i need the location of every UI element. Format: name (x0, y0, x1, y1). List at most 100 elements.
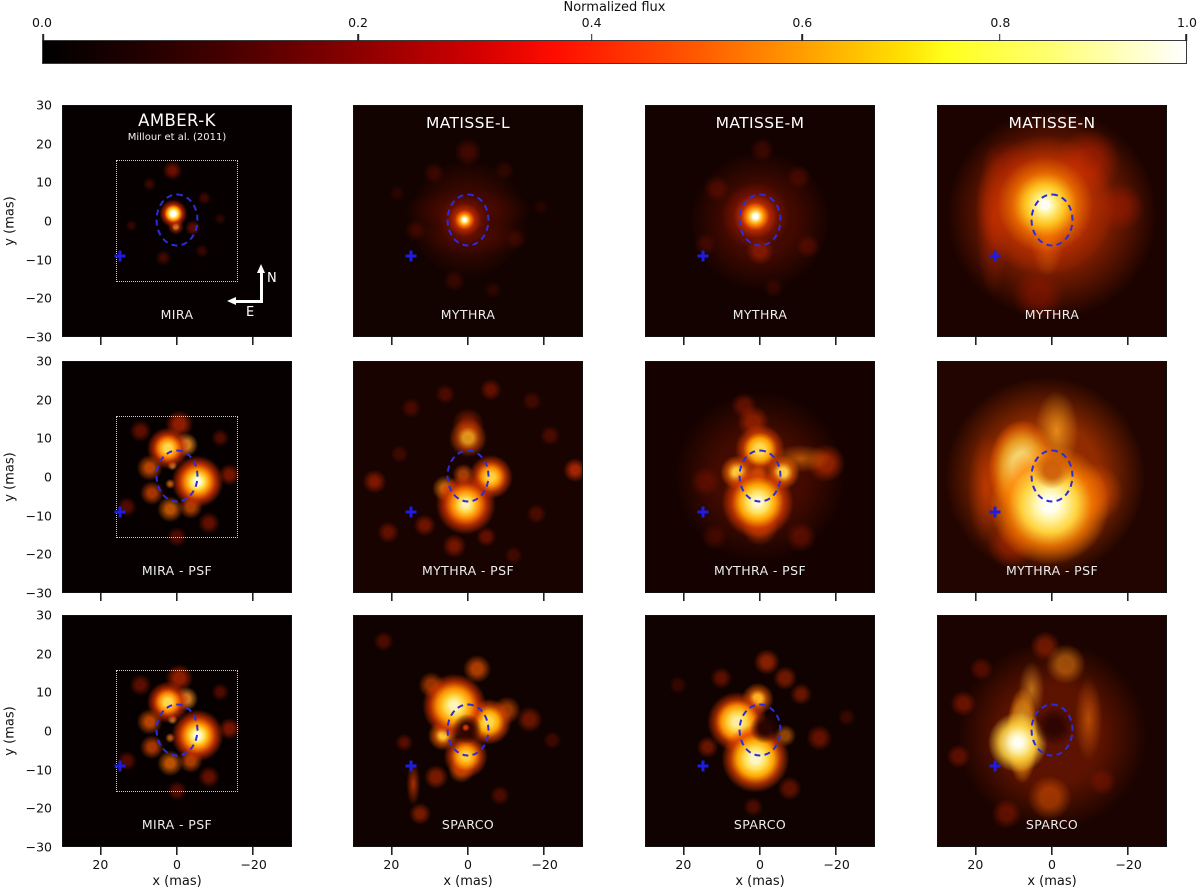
x-tick-label: −20 (823, 857, 850, 872)
plus-marker (697, 250, 709, 261)
panel-method-label: SPARCO (441, 817, 495, 832)
x-tick-label: −20 (531, 857, 558, 872)
plus-marker (989, 506, 1001, 517)
x-axis-ticks (645, 593, 875, 601)
colorbar-tick-label: 0.8 (990, 15, 1011, 30)
stellar-ellipse-overlay (738, 703, 782, 757)
east-arrow-shaft (235, 300, 263, 303)
stellar-ellipse-overlay (155, 703, 199, 757)
north-arrow-icon (257, 264, 265, 273)
x-axis-label: x (mas) (1027, 874, 1077, 889)
heatmap-matisse-n: MATISSE-N MYTHRA (937, 105, 1167, 337)
y-tick-label: 20 (36, 646, 52, 662)
y-tick-label: −20 (25, 546, 52, 562)
panel-title: MATISSE-L (425, 114, 511, 132)
y-axis-label: y (mas) (2, 706, 18, 756)
field-of-view-box (116, 669, 238, 793)
panel-subtitle: Millour et al. (2011) (127, 132, 227, 143)
y-tick-label: 0 (44, 213, 52, 229)
x-axis-ticks (353, 337, 583, 345)
x-axis-ticks (353, 847, 583, 855)
panel-mythra-psf-l: MYTHRA - PSF (353, 361, 583, 601)
colorbar-tick (801, 34, 803, 41)
panel-sparco-m: SPARCO 20 0 −20 x (mas) (645, 615, 875, 889)
colorbar-tick-label: 0.2 (348, 15, 368, 30)
heatmap-mira-psf: MIRA - PSF (62, 615, 292, 847)
colorbar-tick (590, 34, 593, 41)
plus-marker (697, 760, 709, 771)
x-tick-label: −20 (240, 857, 267, 872)
east-label: E (246, 305, 255, 320)
x-axis-label: x (mas) (152, 874, 202, 889)
y-tick-label: 30 (36, 97, 52, 113)
panel-mythra-psf-m: MYTHRA - PSF (645, 361, 875, 601)
heatmap-mira-psf: MIRA - PSF (62, 361, 292, 593)
colorbar-tick (1185, 34, 1187, 41)
panel-title: AMBER-K (138, 111, 216, 130)
panel-matisse-m-mythra: MATISSE-M MYTHRA (645, 105, 875, 345)
x-tick-label: 20 (92, 857, 109, 872)
colorbar-tick-label: 1.0 (1177, 15, 1197, 30)
colorbar-tick-label: 0.6 (792, 15, 813, 30)
y-tick-label: 20 (36, 136, 52, 152)
stellar-ellipse-overlay (1030, 193, 1074, 247)
heatmap-sparco-n: SPARCO (937, 615, 1167, 847)
colorbar-title: Normalized flux (563, 0, 666, 15)
y-axis-label: y (mas) (2, 452, 18, 502)
colorbar-gradient (42, 34, 1187, 64)
x-axis-ticks (353, 593, 583, 601)
panel-sparco-n: SPARCO 20 0 −20 x (mas) (937, 615, 1167, 889)
y-tick-label: 30 (36, 353, 52, 369)
panel-sparco-l: SPARCO 20 0 −20 x (mas) (353, 615, 583, 889)
colorbar-tick-label: 0.0 (32, 15, 52, 30)
panel-method-label: MYTHRA (440, 307, 496, 322)
north-arrow-shaft (260, 271, 263, 301)
heatmap-matisse-m: MATISSE-M MYTHRA (645, 105, 875, 337)
panel-title: MATISSE-M (715, 114, 805, 132)
x-tick-label: 20 (675, 857, 692, 872)
x-axis-label: x (mas) (735, 874, 785, 889)
compass: N E (227, 264, 283, 322)
panel-matisse-n-mythra: MATISSE-N MYTHRA (937, 105, 1167, 345)
field-of-view-box (116, 159, 238, 283)
plus-marker (114, 760, 126, 771)
y-tick-label: 20 (36, 392, 52, 408)
colorbar-tick (357, 34, 360, 41)
plus-marker (989, 250, 1001, 261)
y-tick-label: −10 (25, 762, 52, 778)
x-axis-label: x (mas) (443, 874, 493, 889)
panel-method-label: MYTHRA (1024, 307, 1080, 322)
x-tick-label: −20 (1115, 857, 1142, 872)
stellar-ellipse-overlay (446, 703, 490, 757)
y-tick-label: −30 (25, 839, 52, 855)
y-tick-label: −30 (25, 329, 52, 345)
stellar-ellipse-overlay (1030, 703, 1074, 757)
stellar-ellipse-overlay (1030, 449, 1074, 503)
x-axis-ticks (62, 593, 292, 601)
y-tick-label: −10 (25, 252, 52, 268)
y-tick-label: 10 (36, 430, 52, 446)
y-axis-label: y (mas) (2, 196, 18, 246)
panel-method-label: MYTHRA - PSF (713, 563, 807, 578)
x-axis-ticks (645, 337, 875, 345)
x-axis-ticks (937, 847, 1167, 855)
plus-marker (405, 250, 417, 261)
heatmap-mythra-psf-l: MYTHRA - PSF (353, 361, 583, 593)
heatmap-sparco-l: SPARCO (353, 615, 583, 847)
y-tick-label: 0 (44, 723, 52, 739)
east-arrow-icon (227, 297, 236, 305)
y-tick-label: 10 (36, 174, 52, 190)
panel-method-label: MIRA - PSF (141, 817, 213, 832)
stellar-ellipse-overlay (738, 449, 782, 503)
panel-mira-psf-row2: MIRA - PSF 30 20 10 0 −10 −20 −30 y (mas… (3, 354, 292, 601)
x-tick-label: 0 (756, 857, 764, 872)
plus-marker (405, 760, 417, 771)
north-label: N (267, 271, 277, 286)
panel-title: MATISSE-N (1008, 114, 1096, 132)
plus-marker (114, 506, 126, 517)
panel-method-label: SPARCO (1025, 817, 1079, 832)
heatmap-matisse-l: MATISSE-L MYTHRA (353, 105, 583, 337)
panel-matisse-l-mythra: MATISSE-L MYTHRA (353, 105, 583, 345)
stellar-ellipse-overlay (155, 449, 199, 503)
